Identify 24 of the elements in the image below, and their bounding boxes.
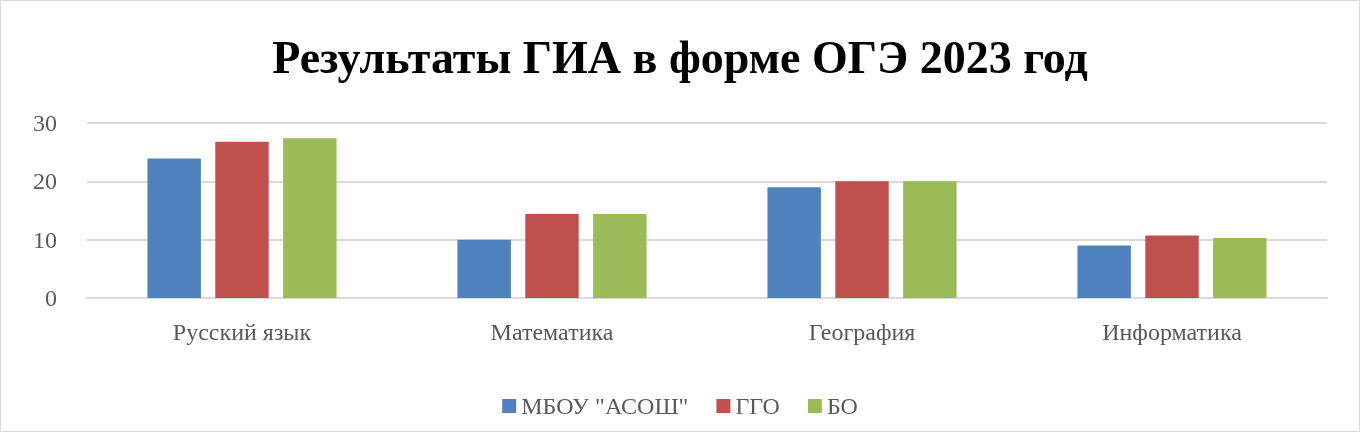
y-tick-label: 0 [45,285,57,311]
legend-label: МБОУ "АСОШ" [521,393,689,419]
bar [215,141,269,298]
bar [457,239,511,298]
bar [147,158,201,298]
legend-label: БО [826,393,858,419]
bar [767,187,821,298]
bar [593,214,647,298]
x-tick-label: Русский язык [172,319,312,345]
bar [525,214,579,298]
legend-label: ГГО [735,393,780,419]
bar [283,138,337,298]
x-tick-label: Математика [490,319,614,345]
bar [903,181,957,298]
bar [835,181,889,298]
bar [1213,237,1267,298]
y-tick-label: 10 [33,226,57,253]
bar [1077,245,1131,298]
bar [1145,235,1199,298]
y-tick-label: 30 [33,110,57,136]
x-tick-label: Информатика [1102,319,1243,345]
chart-title: Результаты ГИА в форме ОГЭ 2023 год [272,31,1088,83]
y-tick-label: 20 [33,168,57,195]
x-tick-label: География [808,319,916,345]
